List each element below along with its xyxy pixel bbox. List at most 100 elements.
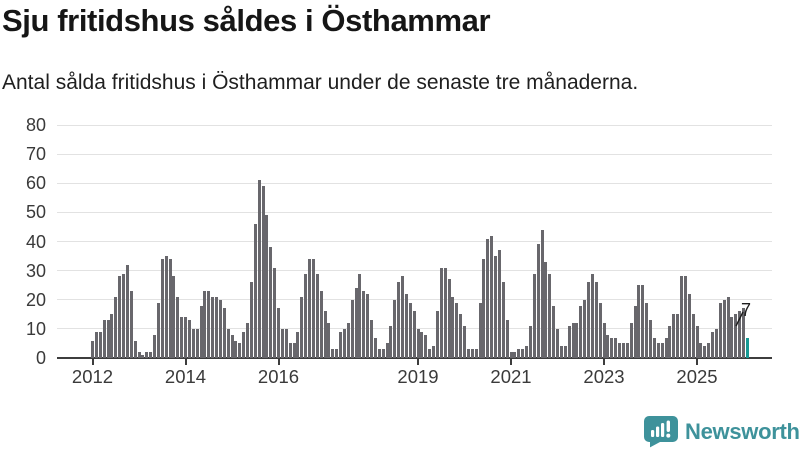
bar [385,343,389,358]
bar [242,331,246,358]
bar [695,325,699,358]
bar [191,328,195,358]
gridline [57,182,772,184]
bar [234,340,238,358]
bar [339,331,342,358]
bar [676,314,680,358]
bar [722,299,726,358]
bar [482,258,486,358]
bar [354,288,358,358]
y-axis-label: 70 [25,144,46,165]
bar [106,320,110,358]
bar [114,296,118,358]
bar [401,276,404,358]
x-axis-tick [417,359,419,365]
bar [215,296,218,358]
bar [98,331,102,358]
y-axis-label: 60 [25,173,46,194]
bar [583,299,587,358]
y-axis-label: 0 [35,348,46,368]
bar [195,328,199,358]
bar [633,305,637,358]
bar [238,343,242,358]
y-axis-label: 40 [25,231,46,252]
bar [180,317,184,358]
bar [153,334,156,358]
bar [218,299,222,358]
bar [311,258,315,358]
bar [556,328,559,358]
bar [466,349,470,358]
bar [284,328,288,358]
bar [637,285,641,358]
bar [540,229,544,358]
bar [625,343,629,358]
bar [544,261,548,358]
x-axis-tick [696,359,698,365]
bar [714,328,718,358]
bar [652,337,656,358]
bar [618,343,621,358]
bar [707,343,711,358]
bar [656,343,660,358]
bar [505,320,509,358]
bar [432,346,435,358]
bar [521,349,525,358]
bar [730,317,734,358]
bar [443,267,447,358]
bar [478,302,482,358]
bar [226,328,230,358]
gridline [57,299,772,301]
bar [253,224,257,358]
bar [428,349,432,358]
bar [397,282,401,358]
bar [327,323,331,358]
bar [528,325,532,358]
x-axis-tick [510,359,512,365]
bar [257,180,261,358]
bar [497,250,501,358]
bar [579,305,583,358]
bar [129,291,133,358]
y-axis-label: 10 [25,318,46,339]
bar [149,352,153,358]
bar [594,282,598,358]
bar [315,273,319,358]
page-title: Sju fritidshus såldes i Östhammar [2,3,491,38]
bar [525,346,528,358]
bar [304,273,308,358]
bar [451,296,455,358]
bar [187,320,191,358]
bar [590,273,594,358]
bar [474,349,478,358]
bar [230,334,234,358]
x-axis-label: 2019 [397,366,439,387]
bar [606,334,610,358]
gridline [57,211,772,213]
bar [94,331,98,358]
bar [265,215,269,358]
bar [571,323,575,358]
bar [269,247,273,358]
bar [664,337,668,358]
bar [296,331,300,358]
bar [563,346,567,358]
bar [629,323,633,358]
bar [358,273,362,358]
newsworthy-logo-icon [644,416,678,448]
bar [424,334,428,358]
bar [470,349,474,358]
bar [668,325,672,358]
bar [288,343,292,358]
bar [536,244,540,358]
bar [614,337,618,358]
bar [672,314,676,358]
bar [726,296,730,358]
bar [222,308,226,358]
bar [621,343,625,358]
x-axis-line [57,357,772,359]
x-axis-label: 2021 [490,366,532,387]
bar [377,349,381,358]
bar [122,273,125,358]
bar [319,291,323,358]
